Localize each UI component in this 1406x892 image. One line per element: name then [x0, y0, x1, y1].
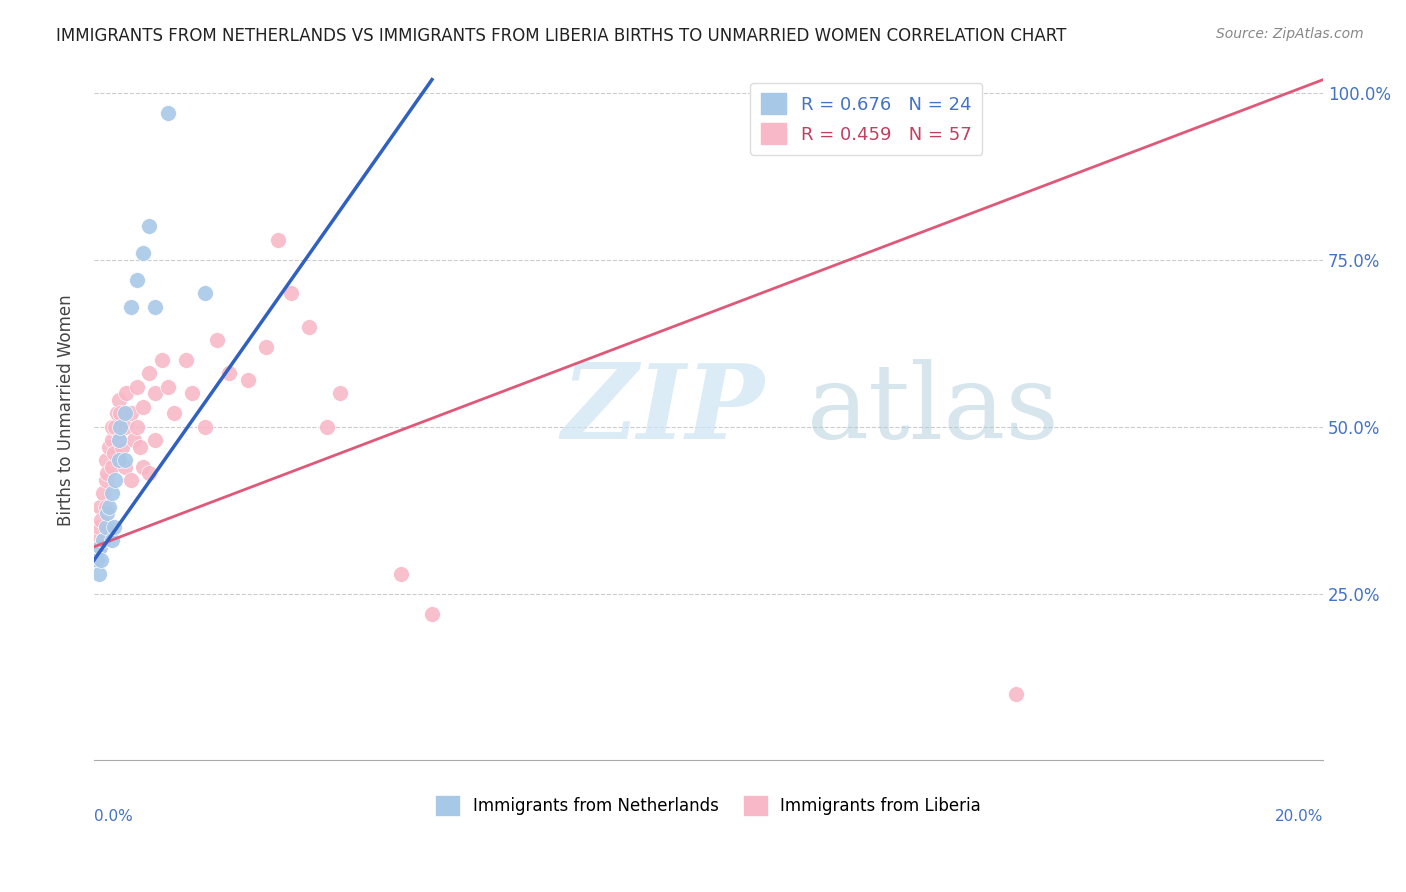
Point: [129, 440, 152, 454]
Point: [96, 500, 118, 514]
Point: [316, 419, 339, 434]
Point: [236, 373, 259, 387]
Point: [107, 392, 129, 407]
Y-axis label: Births to Unmarried Women: Births to Unmarried Women: [58, 294, 75, 525]
Point: [114, 419, 136, 434]
Point: [96, 453, 118, 467]
Point: [218, 366, 240, 380]
Point: [114, 459, 136, 474]
Point: [193, 286, 215, 301]
Point: [110, 440, 132, 454]
Point: [87, 520, 110, 534]
Point: [107, 433, 129, 447]
Point: [86, 553, 108, 567]
Point: [120, 300, 142, 314]
Point: [138, 366, 160, 380]
Point: [96, 520, 118, 534]
Point: [96, 467, 118, 481]
Point: [138, 219, 160, 234]
Point: [132, 400, 155, 414]
Point: [89, 540, 111, 554]
Point: [96, 473, 118, 487]
Point: [103, 520, 125, 534]
Point: [96, 507, 118, 521]
Text: 20.0%: 20.0%: [1275, 809, 1323, 824]
Point: [156, 106, 179, 120]
Point: [254, 340, 277, 354]
Point: [145, 386, 167, 401]
Point: [389, 566, 412, 581]
Point: [132, 459, 155, 474]
Point: [91, 533, 114, 548]
Point: [267, 233, 290, 247]
Point: [120, 473, 142, 487]
Point: [84, 533, 107, 548]
Point: [163, 406, 186, 420]
Point: [280, 286, 302, 301]
Point: [108, 419, 131, 434]
Point: [91, 486, 114, 500]
Point: [101, 533, 124, 548]
Point: [174, 353, 197, 368]
Point: [89, 500, 111, 514]
Point: [90, 513, 112, 527]
Point: [156, 379, 179, 393]
Point: [329, 386, 352, 401]
Point: [120, 406, 142, 420]
Point: [145, 300, 167, 314]
Point: [298, 319, 321, 334]
Point: [193, 419, 215, 434]
Point: [89, 540, 111, 554]
Point: [205, 333, 228, 347]
Point: [150, 353, 173, 368]
Text: Source: ZipAtlas.com: Source: ZipAtlas.com: [1216, 27, 1364, 41]
Point: [98, 440, 121, 454]
Legend: Immigrants from Netherlands, Immigrants from Liberia: Immigrants from Netherlands, Immigrants …: [429, 789, 987, 822]
Point: [91, 533, 114, 548]
Point: [101, 433, 124, 447]
Point: [1005, 687, 1028, 701]
Point: [125, 379, 148, 393]
Point: [107, 433, 129, 447]
Point: [138, 467, 160, 481]
Point: [105, 406, 128, 420]
Point: [108, 406, 131, 420]
Point: [98, 500, 121, 514]
Text: 0.0%: 0.0%: [94, 809, 132, 824]
Point: [101, 486, 124, 500]
Text: atlas: atlas: [807, 359, 1060, 461]
Point: [145, 433, 167, 447]
Text: IMMIGRANTS FROM NETHERLANDS VS IMMIGRANTS FROM LIBERIA BIRTHS TO UNMARRIED WOMEN: IMMIGRANTS FROM NETHERLANDS VS IMMIGRANT…: [56, 27, 1067, 45]
Point: [101, 459, 124, 474]
Point: [87, 566, 110, 581]
Point: [114, 453, 136, 467]
Point: [101, 419, 124, 434]
Point: [114, 406, 136, 420]
Point: [103, 446, 125, 460]
Point: [122, 433, 145, 447]
Point: [181, 386, 204, 401]
Point: [125, 419, 148, 434]
Point: [104, 473, 127, 487]
Point: [107, 453, 129, 467]
Point: [420, 607, 443, 621]
Point: [98, 520, 121, 534]
Point: [90, 553, 112, 567]
Point: [125, 273, 148, 287]
Point: [132, 246, 155, 260]
Point: [104, 419, 127, 434]
Point: [115, 386, 138, 401]
Point: [86, 553, 108, 567]
Text: ZIP: ZIP: [561, 359, 763, 461]
